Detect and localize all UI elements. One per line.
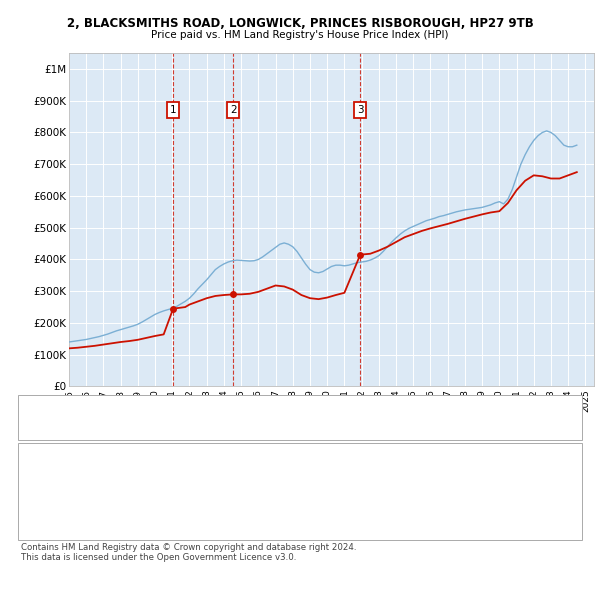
Text: Price paid vs. HM Land Registry's House Price Index (HPI): Price paid vs. HM Land Registry's House …: [151, 30, 449, 40]
Text: 19-JAN-2001: 19-JAN-2001: [75, 454, 140, 464]
Text: 2: 2: [230, 105, 236, 115]
Text: 1: 1: [170, 105, 176, 115]
Text: 1: 1: [28, 454, 35, 464]
Text: 15-JUL-2004: 15-JUL-2004: [75, 486, 139, 496]
Text: 2, BLACKSMITHS ROAD, LONGWICK, PRINCES RISBOROUGH, HP27 9TB: 2, BLACKSMITHS ROAD, LONGWICK, PRINCES R…: [67, 17, 533, 30]
Text: £245,000: £245,000: [210, 454, 259, 464]
Text: 3: 3: [28, 519, 35, 529]
Text: £415,000: £415,000: [210, 519, 259, 529]
Text: 27% ↓ HPI: 27% ↓ HPI: [342, 486, 397, 496]
Text: 16% ↓ HPI: 16% ↓ HPI: [342, 519, 397, 529]
Text: 3: 3: [357, 105, 364, 115]
Text: 14% ↓ HPI: 14% ↓ HPI: [342, 454, 397, 464]
Text: 2, BLACKSMITHS ROAD, LONGWICK, PRINCES RISBOROUGH, HP27 9TB (detached house): 2, BLACKSMITHS ROAD, LONGWICK, PRINCES R…: [59, 403, 478, 412]
Text: £290,000: £290,000: [210, 486, 259, 496]
Text: HPI: Average price, detached house, Buckinghamshire: HPI: Average price, detached house, Buck…: [59, 422, 317, 432]
Text: Contains HM Land Registry data © Crown copyright and database right 2024.
This d: Contains HM Land Registry data © Crown c…: [21, 543, 356, 562]
Text: 2: 2: [28, 486, 35, 496]
Text: 30-NOV-2011: 30-NOV-2011: [75, 519, 145, 529]
